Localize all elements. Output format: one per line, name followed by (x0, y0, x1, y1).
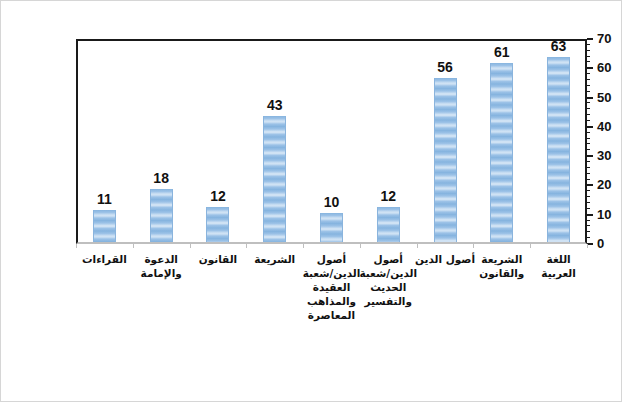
y-major-tick (587, 38, 593, 40)
plot-area: 11 18 12 43 10 12 56 61 63 (76, 39, 587, 244)
bar (434, 78, 457, 242)
y-minor-tick (587, 220, 590, 221)
x-boundary-tick (473, 244, 474, 248)
y-minor-tick (587, 196, 590, 197)
bar-value-label: 18 (136, 170, 186, 186)
y-minor-tick (587, 132, 590, 133)
bar-value-label: 56 (420, 59, 470, 75)
bar-chart: 11 18 12 43 10 12 56 61 63 0 10 20 30 40 50 60 70 القرا… (0, 0, 622, 402)
y-minor-tick (587, 143, 590, 144)
y-minor-tick (587, 120, 590, 121)
bar (490, 63, 513, 242)
y-minor-tick (587, 102, 590, 103)
y-minor-tick (587, 61, 590, 62)
y-minor-tick (587, 149, 590, 150)
x-boundary-tick (417, 244, 418, 248)
y-tick-label: 70 (597, 31, 622, 47)
x-axis-label: أصول الدين/شعبة العقيدة والمذاهب المعاصر… (301, 252, 363, 322)
x-boundary-tick (190, 244, 191, 248)
y-tick-label: 30 (597, 148, 622, 164)
bar (320, 213, 343, 242)
y-minor-tick (587, 208, 590, 209)
x-axis-label: القراءات (73, 252, 135, 266)
x-axis-label: اللغة العربية (528, 252, 590, 280)
y-minor-tick (587, 91, 590, 92)
y-major-tick (587, 67, 593, 69)
y-minor-tick (587, 56, 590, 57)
y-minor-tick (587, 167, 590, 168)
y-minor-tick (587, 44, 590, 45)
y-minor-tick (587, 114, 590, 115)
y-minor-tick (587, 237, 590, 238)
x-axis-label: أصول الدين/شعبة الحديث والتفسير (357, 252, 419, 308)
bar (93, 210, 116, 242)
bar-value-label: 61 (477, 44, 527, 60)
y-minor-tick (587, 231, 590, 232)
bar (206, 207, 229, 242)
y-minor-tick (587, 202, 590, 203)
y-minor-tick (587, 50, 590, 51)
bar-value-label: 11 (79, 191, 129, 207)
y-minor-tick (587, 85, 590, 86)
x-axis-label: الشريعة والقانون (471, 252, 533, 280)
y-minor-tick (587, 225, 590, 226)
x-boundary-tick (530, 244, 531, 248)
x-boundary-tick (246, 244, 247, 248)
y-minor-tick (587, 179, 590, 180)
x-boundary-tick (76, 244, 77, 248)
x-axis-label: أصول الدين (414, 252, 476, 266)
x-boundary-tick (587, 244, 588, 248)
bar-value-label: 43 (250, 97, 300, 113)
y-major-tick (587, 214, 593, 216)
bar (377, 207, 400, 242)
bar-value-label: 12 (193, 188, 243, 204)
y-minor-tick (587, 190, 590, 191)
x-boundary-tick (360, 244, 361, 248)
bar (547, 57, 570, 242)
bar-value-label: 10 (307, 194, 357, 210)
x-axis-label: الشريعة (244, 252, 306, 266)
y-tick-label: 60 (597, 60, 622, 76)
x-boundary-tick (133, 244, 134, 248)
x-boundary-tick (303, 244, 304, 248)
y-tick-label: 50 (597, 90, 622, 106)
y-minor-tick (587, 161, 590, 162)
y-tick-label: 40 (597, 119, 622, 135)
y-major-tick (587, 97, 593, 99)
y-major-tick (587, 126, 593, 128)
x-axis-label: الدعوة والإمامة (130, 252, 192, 280)
y-tick-label: 10 (597, 207, 622, 223)
y-tick-label: 20 (597, 177, 622, 193)
y-minor-tick (587, 138, 590, 139)
y-minor-tick (587, 173, 590, 174)
bar-value-label: 63 (534, 38, 584, 54)
y-major-tick (587, 184, 593, 186)
bar (150, 189, 173, 242)
y-minor-tick (587, 73, 590, 74)
y-major-tick (587, 155, 593, 157)
y-minor-tick (587, 108, 590, 109)
y-tick-label: 0 (597, 236, 622, 252)
y-minor-tick (587, 79, 590, 80)
bar (263, 116, 286, 242)
bar-value-label: 12 (363, 188, 413, 204)
x-axis-label: القانون (187, 252, 249, 266)
